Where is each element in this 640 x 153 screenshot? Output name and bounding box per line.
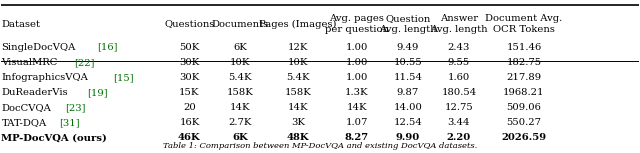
Text: 12K: 12K: [287, 43, 308, 52]
Text: 180.54: 180.54: [442, 88, 477, 97]
Text: 2.43: 2.43: [448, 43, 470, 52]
Text: Dataset: Dataset: [1, 20, 40, 29]
Text: 15K: 15K: [179, 88, 200, 97]
Text: 8.27: 8.27: [345, 133, 369, 142]
Text: 5.4K: 5.4K: [228, 73, 252, 82]
Text: 10K: 10K: [230, 58, 250, 67]
Text: 14K: 14K: [230, 103, 251, 112]
Text: 550.27: 550.27: [506, 118, 541, 127]
Text: 1968.21: 1968.21: [503, 88, 545, 97]
Text: 16K: 16K: [179, 118, 200, 127]
Text: 1.60: 1.60: [448, 73, 470, 82]
Text: 9.90: 9.90: [396, 133, 420, 142]
Text: Table 1: Comparison between MP-DocVQA and existing DocVQA datasets.: Table 1: Comparison between MP-DocVQA an…: [163, 142, 477, 150]
Text: 2026.59: 2026.59: [501, 133, 547, 142]
Text: 10K: 10K: [287, 58, 308, 67]
Text: SingleDocVQA: SingleDocVQA: [1, 43, 76, 52]
Text: 46K: 46K: [178, 133, 201, 142]
Text: 12.54: 12.54: [394, 118, 422, 127]
Text: 1.00: 1.00: [346, 58, 368, 67]
Text: 158K: 158K: [227, 88, 253, 97]
Text: 9.49: 9.49: [397, 43, 419, 52]
Text: 20: 20: [183, 103, 196, 112]
Text: 9.87: 9.87: [397, 88, 419, 97]
Text: Question
Avg. length: Question Avg. length: [379, 14, 436, 34]
Text: 182.75: 182.75: [506, 58, 541, 67]
Text: 9.55: 9.55: [448, 58, 470, 67]
Text: 509.06: 509.06: [506, 103, 541, 112]
Text: Questions: Questions: [164, 20, 214, 29]
Text: 48K: 48K: [286, 133, 309, 142]
Text: 12.75: 12.75: [445, 103, 474, 112]
Text: 3.44: 3.44: [447, 118, 470, 127]
Text: 14K: 14K: [287, 103, 308, 112]
Text: 5.4K: 5.4K: [286, 73, 310, 82]
Text: 14.00: 14.00: [394, 103, 422, 112]
Text: 10.55: 10.55: [394, 58, 422, 67]
Text: 1.00: 1.00: [346, 43, 368, 52]
Text: Documents: Documents: [212, 20, 269, 29]
Text: 1.00: 1.00: [346, 73, 368, 82]
Text: InfographicsVQA: InfographicsVQA: [1, 73, 88, 82]
Text: 2.7K: 2.7K: [228, 118, 252, 127]
Text: 30K: 30K: [179, 73, 200, 82]
Text: DocCVQA: DocCVQA: [1, 103, 51, 112]
Text: [23]: [23]: [65, 103, 86, 112]
Text: Answer
Avg. length: Answer Avg. length: [430, 14, 488, 34]
Text: [19]: [19]: [87, 88, 108, 97]
Text: VisualMRC: VisualMRC: [1, 58, 58, 67]
Text: Pages (Images): Pages (Images): [259, 19, 337, 29]
Text: 3K: 3K: [291, 118, 305, 127]
Text: MP-DocVQA (ours): MP-DocVQA (ours): [1, 133, 108, 142]
Text: 158K: 158K: [284, 88, 311, 97]
Text: Document Avg.
OCR Tokens: Document Avg. OCR Tokens: [485, 14, 563, 34]
Text: DuReaderVis: DuReaderVis: [1, 88, 68, 97]
Text: 151.46: 151.46: [506, 43, 541, 52]
Text: [16]: [16]: [97, 43, 118, 52]
Text: 6K: 6K: [234, 43, 247, 52]
Text: 30K: 30K: [179, 58, 200, 67]
Text: 6K: 6K: [232, 133, 248, 142]
Text: 1.3K: 1.3K: [345, 88, 369, 97]
Text: [22]: [22]: [74, 58, 94, 67]
Text: TAT-DQA: TAT-DQA: [1, 118, 47, 127]
Text: [31]: [31]: [60, 118, 80, 127]
Text: 2.20: 2.20: [447, 133, 471, 142]
Text: 11.54: 11.54: [394, 73, 422, 82]
Text: Avg. pages
per question: Avg. pages per question: [325, 14, 389, 34]
Text: 1.07: 1.07: [346, 118, 368, 127]
Text: 217.89: 217.89: [506, 73, 541, 82]
Text: 14K: 14K: [347, 103, 367, 112]
Text: [15]: [15]: [113, 73, 134, 82]
Text: 50K: 50K: [179, 43, 200, 52]
